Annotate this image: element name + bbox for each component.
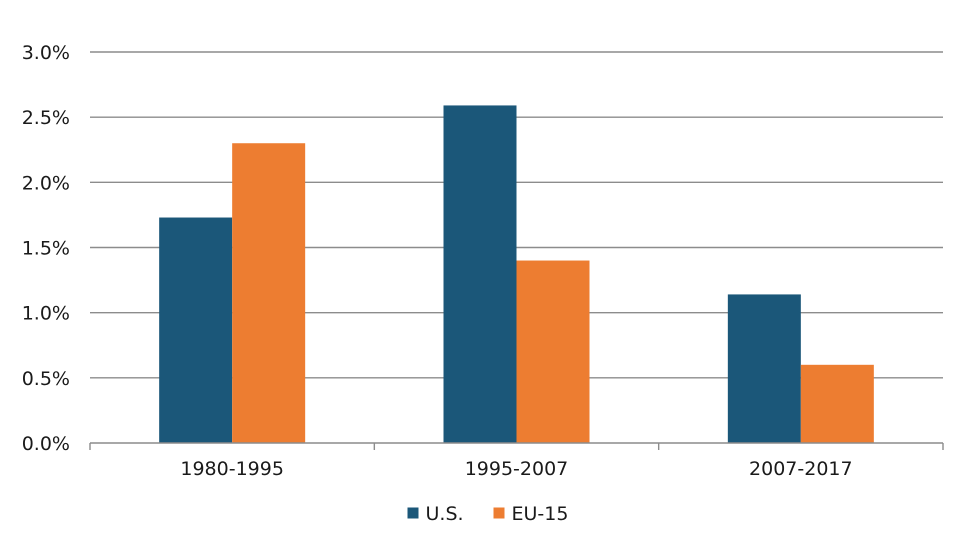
bar-u-s-1980-1995	[159, 217, 233, 443]
legend-label: U.S.	[426, 503, 464, 525]
bar-u-s-2007-2017	[727, 294, 801, 443]
y-tick-label: 3.0%	[22, 42, 70, 64]
bar-eu-15-1980-1995	[232, 143, 306, 443]
x-tick-label: 1995-2007	[465, 458, 569, 480]
bar-eu-15-2007-2017	[800, 364, 874, 443]
legend: U.S. EU-15	[407, 503, 569, 525]
bar-eu-15-1995-2007	[516, 260, 590, 443]
legend-label: EU-15	[512, 503, 569, 525]
x-tick-label: 2007-2017	[749, 458, 853, 480]
y-tick-label: 2.5%	[22, 107, 70, 129]
y-tick-label: 0.5%	[22, 368, 70, 390]
x-axis: 1980-1995 1995-2007 2007-2017	[89, 442, 944, 480]
x-tick-label: 1980-1995	[180, 458, 284, 480]
y-axis: 0.0% 0.5% 1.0% 1.5% 2.0% 2.5% 3.0%	[22, 42, 70, 455]
bar-u-s-1995-2007	[443, 105, 517, 443]
legend-swatch	[407, 507, 419, 519]
y-tick-label: 1.0%	[22, 303, 70, 325]
y-tick-label: 0.0%	[22, 433, 70, 455]
legend-swatch	[493, 507, 505, 519]
bars	[159, 105, 874, 443]
y-tick-label: 2.0%	[22, 172, 70, 194]
y-tick-label: 1.5%	[22, 238, 70, 260]
